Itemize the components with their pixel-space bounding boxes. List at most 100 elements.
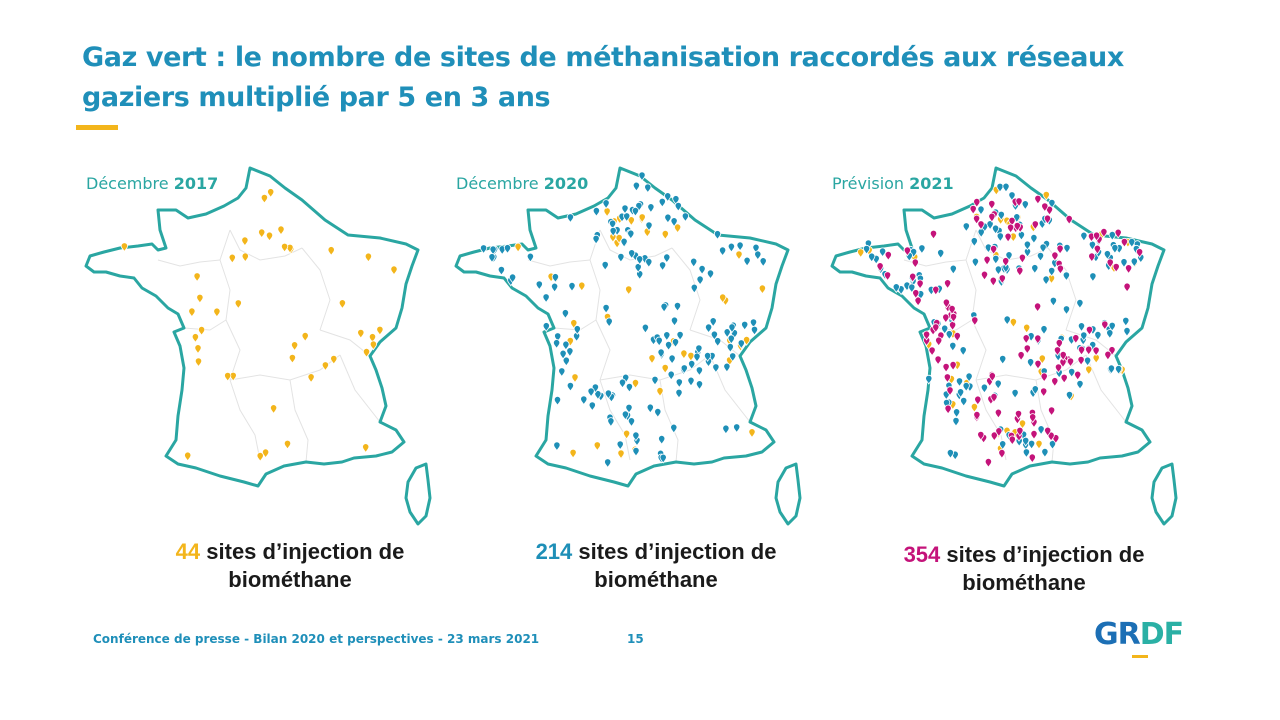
site-marker bbox=[503, 244, 512, 255]
site-marker bbox=[1018, 419, 1027, 430]
site-marker bbox=[661, 230, 669, 240]
site-marker bbox=[634, 263, 642, 274]
site-marker bbox=[1016, 266, 1024, 277]
site-marker bbox=[1013, 221, 1021, 232]
site-marker bbox=[1045, 205, 1054, 216]
site-marker bbox=[681, 212, 690, 223]
site-marker bbox=[213, 307, 221, 318]
corsica-outline bbox=[1150, 462, 1178, 526]
site-marker bbox=[1040, 372, 1048, 383]
site-marker bbox=[364, 252, 373, 263]
site-marker bbox=[999, 440, 1007, 451]
site-marker bbox=[593, 441, 601, 452]
site-marker bbox=[1016, 426, 1024, 437]
site-marker bbox=[1041, 448, 1049, 458]
site-marker bbox=[1051, 377, 1059, 388]
site-marker bbox=[578, 281, 586, 292]
site-marker bbox=[932, 323, 940, 334]
site-marker bbox=[1062, 271, 1071, 282]
map-label: Décembre 2017 bbox=[86, 174, 219, 193]
site-marker bbox=[1062, 305, 1071, 316]
site-marker bbox=[965, 372, 973, 383]
site-marker bbox=[1120, 258, 1128, 269]
site-marker bbox=[758, 284, 767, 295]
site-marker bbox=[914, 296, 922, 307]
site-marker bbox=[664, 341, 673, 351]
site-marker bbox=[641, 323, 650, 334]
site-marker bbox=[1002, 257, 1010, 268]
site-marker bbox=[632, 446, 640, 457]
region-borders bbox=[157, 229, 381, 463]
site-marker bbox=[909, 272, 917, 283]
site-marker bbox=[911, 258, 919, 269]
site-marker bbox=[989, 245, 998, 255]
region-border bbox=[1047, 247, 1077, 331]
site-marker bbox=[1068, 367, 1076, 378]
site-marker bbox=[628, 249, 636, 260]
site-marker bbox=[695, 344, 703, 355]
site-marker bbox=[636, 255, 644, 266]
site-marker bbox=[941, 324, 949, 335]
site-marker bbox=[688, 360, 696, 370]
site-marker bbox=[1044, 426, 1052, 437]
site-marker bbox=[1059, 351, 1067, 361]
map-panel-2017: Décembre 2017 bbox=[80, 160, 440, 540]
site-marker bbox=[1022, 436, 1030, 447]
site-marker bbox=[228, 253, 236, 264]
site-marker bbox=[369, 340, 378, 351]
site-marker bbox=[1031, 264, 1039, 275]
site-marker bbox=[670, 316, 679, 327]
site-marker bbox=[234, 299, 242, 310]
site-marker bbox=[1051, 251, 1059, 262]
site-marker bbox=[934, 355, 942, 366]
site-marker bbox=[752, 243, 760, 254]
site-marker bbox=[948, 321, 957, 332]
site-marker bbox=[743, 256, 751, 267]
site-marker bbox=[657, 348, 665, 359]
site-marker bbox=[916, 279, 924, 290]
site-marker bbox=[667, 370, 675, 381]
site-marker bbox=[1092, 346, 1100, 357]
site-marker bbox=[673, 223, 682, 234]
site-marker bbox=[368, 333, 377, 344]
site-marker bbox=[224, 371, 232, 382]
site-marker bbox=[260, 193, 269, 204]
site-markers bbox=[479, 171, 767, 469]
site-marker bbox=[338, 299, 347, 310]
site-marker bbox=[1072, 334, 1080, 345]
site-marker bbox=[1018, 253, 1027, 264]
region-border bbox=[229, 379, 261, 461]
site-marker bbox=[197, 326, 206, 336]
site-marker bbox=[489, 245, 497, 256]
site-marker bbox=[1077, 355, 1085, 366]
site-marker bbox=[1031, 220, 1039, 231]
site-marker bbox=[726, 343, 734, 353]
site-marker bbox=[1063, 243, 1071, 254]
france-map-2021 bbox=[830, 166, 1178, 526]
site-marker bbox=[1040, 325, 1048, 336]
site-marker bbox=[735, 250, 743, 261]
site-marker bbox=[631, 379, 640, 389]
site-marker bbox=[553, 441, 561, 452]
grdf-logo: GRDF bbox=[1094, 617, 1194, 663]
site-marker bbox=[1053, 346, 1062, 357]
site-marker bbox=[602, 303, 610, 314]
site-marker bbox=[997, 210, 1005, 221]
site-marker bbox=[1104, 350, 1112, 361]
region-border bbox=[965, 229, 987, 381]
site-marker bbox=[569, 448, 577, 459]
site-marker bbox=[1083, 356, 1092, 367]
site-marker bbox=[670, 217, 678, 228]
site-marker bbox=[727, 242, 736, 253]
map-label: Prévision 2021 bbox=[832, 174, 954, 193]
site-marker bbox=[1080, 231, 1088, 242]
slide-title: Gaz vert : le nombre de sites de méthani… bbox=[82, 42, 1124, 113]
site-count: 214 bbox=[535, 539, 573, 564]
site-marker bbox=[945, 330, 953, 341]
site-marker bbox=[710, 330, 719, 341]
site-marker bbox=[989, 276, 997, 287]
site-marker bbox=[269, 404, 278, 415]
site-marker bbox=[1031, 385, 1039, 396]
site-marker bbox=[955, 377, 964, 388]
site-marker bbox=[301, 332, 309, 342]
